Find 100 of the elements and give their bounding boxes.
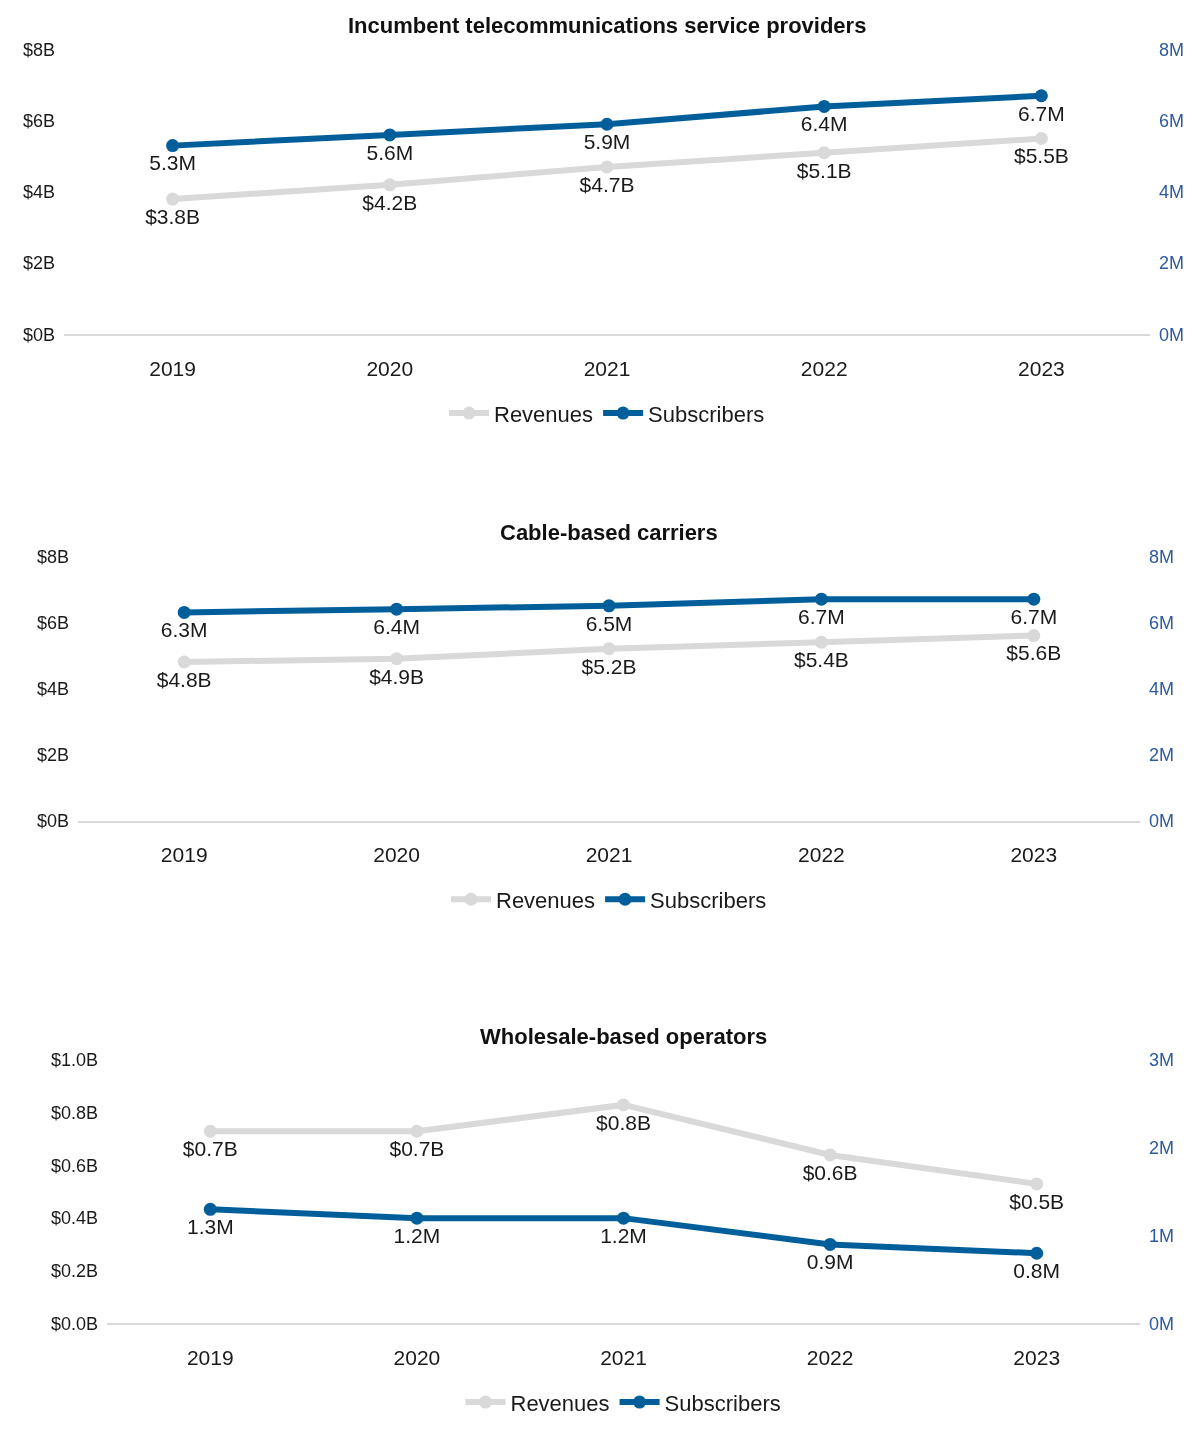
point — [814, 592, 828, 606]
data-label: 0.9M — [806, 1250, 854, 1274]
point — [617, 1211, 630, 1225]
data-label: $0.6B — [802, 1160, 858, 1184]
point — [383, 178, 397, 192]
y-tick-label: $0.6B — [50, 1155, 98, 1176]
y-tick-label: $0.8B — [50, 1103, 98, 1124]
y2-tick-label: 8M — [1159, 39, 1185, 60]
data-label: $5.4B — [793, 648, 849, 672]
point — [602, 599, 616, 613]
point — [410, 1211, 424, 1225]
y-tick-label: $8B — [36, 546, 69, 567]
x-tick-label: 2020 — [393, 1345, 441, 1369]
x-tick-label: 2023 — [1013, 1345, 1061, 1369]
point — [390, 652, 404, 666]
y2-tick-label: 4M — [1149, 678, 1175, 699]
y-tick-label: $2B — [36, 744, 69, 765]
data-label: 6.3M — [160, 618, 208, 642]
data-label: 1.2M — [393, 1224, 441, 1247]
data-label: 5.6M — [366, 140, 414, 164]
y-tick-label: $2B — [22, 253, 55, 274]
point — [1030, 1177, 1044, 1191]
y2-tick-label: 6M — [1159, 110, 1185, 131]
data-label: 6.7M — [1018, 101, 1065, 125]
y-tick-label: $4B — [36, 678, 69, 699]
legend-label: Revenues — [494, 401, 594, 427]
point — [817, 146, 831, 160]
y2-tick-label: 4M — [1159, 182, 1185, 203]
y-tick-label: $4B — [22, 182, 55, 203]
point — [1034, 89, 1048, 103]
y-tick-label: $8B — [22, 39, 55, 60]
data-label: 6.4M — [800, 112, 848, 136]
point — [823, 1148, 837, 1162]
x-tick-label: 2020 — [366, 356, 414, 380]
point — [203, 1202, 217, 1216]
y-tick-label: $0.0B — [50, 1313, 98, 1334]
point — [383, 128, 397, 142]
data-label: $5.5B — [1013, 144, 1069, 168]
point — [166, 192, 180, 206]
y2-tick-label: 6M — [1149, 612, 1175, 633]
point — [1030, 1246, 1044, 1260]
data-label: 6.5M — [585, 611, 633, 635]
x-tick-label: 2019 — [160, 842, 208, 866]
legend-label: Revenues — [510, 1390, 610, 1416]
x-tick-label: 2021 — [600, 1345, 647, 1369]
data-label: $0.7B — [182, 1137, 238, 1161]
data-label: $0.8B — [596, 1110, 651, 1134]
data-label: $4.9B — [369, 664, 425, 688]
x-tick-label: 2021 — [585, 842, 633, 866]
point — [1027, 592, 1041, 606]
data-label: $4.7B — [579, 172, 635, 196]
data-label: 6.7M — [798, 605, 845, 629]
data-label: 5.3M — [149, 151, 196, 175]
data-label: $0.7B — [389, 1137, 445, 1161]
y-tick-label: $6B — [22, 110, 55, 131]
legend-label: Subscribers — [664, 1390, 781, 1416]
point — [177, 655, 191, 669]
point — [600, 160, 614, 174]
x-tick-label: 2023 — [1018, 356, 1065, 380]
point — [410, 1124, 424, 1138]
legend-label: Subscribers — [648, 401, 765, 427]
point — [823, 1237, 837, 1251]
point — [390, 602, 404, 616]
data-label: $5.2B — [581, 654, 637, 678]
y2-tick-label: 3M — [1149, 1050, 1175, 1071]
y2-tick-label: 0M — [1149, 810, 1175, 831]
y-tick-label: $0B — [22, 324, 55, 345]
data-label: $0.5B — [1009, 1189, 1065, 1213]
point — [1034, 131, 1048, 145]
legend-label: Subscribers — [650, 887, 767, 913]
data-label: 5.9M — [583, 130, 631, 154]
y-tick-label: $6B — [36, 612, 69, 633]
data-label: 6.4M — [373, 615, 420, 638]
point — [1027, 629, 1041, 643]
data-label: $5.1B — [796, 158, 852, 182]
chart-title: Cable-based carriers — [500, 520, 718, 545]
point — [602, 642, 616, 656]
y2-tick-label: 2M — [1159, 253, 1185, 274]
data-label: 6.7M — [1010, 605, 1058, 629]
x-tick-label: 2019 — [149, 356, 196, 380]
y2-tick-label: 1M — [1149, 1225, 1175, 1246]
data-label: $4.2B — [362, 190, 418, 214]
data-label: $3.8B — [145, 204, 201, 228]
data-label: $4.8B — [156, 667, 212, 691]
y2-tick-label: 2M — [1149, 744, 1175, 765]
y-tick-label: $0B — [36, 810, 69, 831]
y2-tick-label: 0M — [1159, 324, 1185, 345]
chart-title: Wholesale-based operators — [480, 1024, 768, 1049]
y2-tick-label: 2M — [1149, 1138, 1175, 1159]
point — [600, 117, 614, 131]
x-tick-label: 2021 — [583, 356, 631, 380]
y2-tick-label: 8M — [1149, 546, 1175, 567]
y-tick-label: $0.4B — [50, 1208, 98, 1229]
data-label: 1.3M — [186, 1215, 234, 1239]
x-tick-label: 2019 — [186, 1345, 234, 1369]
chart-title: Incumbent telecommunications service providers — [348, 13, 867, 38]
y2-tick-label: 0M — [1149, 1313, 1175, 1334]
data-label: 1.2M — [600, 1224, 647, 1247]
x-tick-label: 2020 — [373, 842, 420, 866]
point — [617, 1098, 630, 1112]
